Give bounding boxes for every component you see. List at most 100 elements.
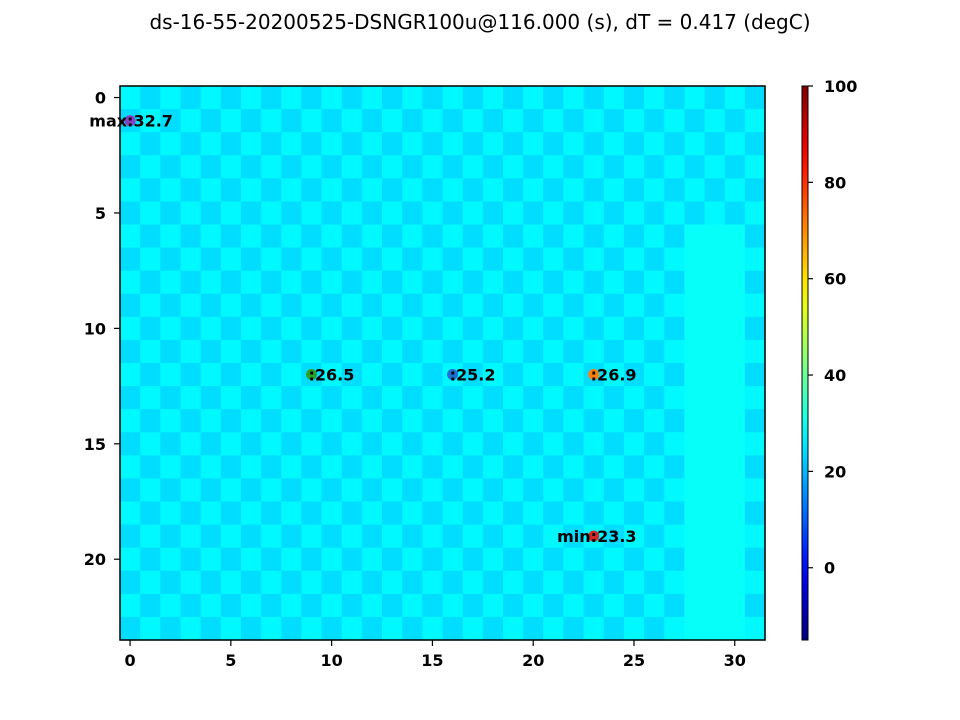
heatmap-cell	[623, 155, 645, 179]
heatmap-cell	[160, 409, 182, 433]
heatmap-cell	[462, 316, 484, 341]
heatmap-cell	[664, 455, 685, 480]
heatmap-cell	[704, 293, 726, 318]
heatmap-cell	[664, 201, 685, 226]
heatmap-cell	[240, 547, 262, 572]
heatmap-cell	[422, 432, 444, 456]
heatmap-cell	[462, 593, 484, 618]
heatmap-cell	[140, 293, 161, 318]
heatmap-cell	[261, 409, 282, 433]
heatmap-cell	[281, 547, 303, 572]
heatmap-cell	[341, 293, 363, 318]
heatmap-cell	[361, 547, 383, 572]
heatmap-cell	[321, 109, 343, 133]
heatmap-cell	[563, 316, 585, 341]
heatmap-cell	[422, 270, 444, 295]
heatmap-cell	[684, 478, 706, 503]
heatmap-cell	[482, 247, 504, 272]
heatmap-cell	[240, 524, 262, 549]
heatmap-cell	[422, 201, 444, 226]
heatmap-cell	[361, 455, 383, 480]
heatmap-cell	[523, 178, 544, 203]
heatmap-cell	[563, 224, 585, 249]
heatmap-cell	[664, 132, 685, 156]
heatmap-cell	[240, 316, 262, 341]
heatmap-cell	[664, 178, 685, 203]
heatmap-cell	[543, 293, 565, 318]
heatmap-cell	[482, 593, 504, 618]
heatmap-cell	[382, 247, 403, 272]
heatmap-cell	[523, 547, 544, 572]
heatmap-cell	[704, 201, 726, 226]
heatmap-cell	[644, 132, 665, 156]
heatmap-cell	[684, 524, 706, 549]
heatmap-cell	[140, 616, 161, 641]
heatmap-cell	[623, 201, 645, 226]
heatmap-cell	[482, 501, 504, 526]
heatmap-cell	[402, 224, 423, 249]
heatmap-cell	[261, 616, 282, 641]
heatmap-cell	[261, 86, 282, 110]
heatmap-cell	[543, 339, 565, 364]
heatmap-cell	[502, 501, 524, 526]
heatmap-cell	[140, 132, 161, 156]
heatmap-cell	[744, 178, 766, 203]
heatmap-cell	[220, 547, 242, 572]
heatmap-cell	[301, 155, 323, 179]
heatmap-cell	[261, 178, 282, 203]
heatmap-cell	[200, 316, 222, 341]
heatmap-cell	[523, 86, 544, 110]
heatmap-cell	[664, 409, 685, 433]
heatmap-cell	[261, 432, 282, 456]
heatmap-cell	[120, 455, 141, 480]
heatmap-cell	[180, 293, 202, 318]
x-tick-label: 20	[522, 651, 544, 670]
heatmap-cell	[220, 501, 242, 526]
heatmap-cell	[563, 409, 585, 433]
heatmap-cell	[744, 363, 766, 387]
heatmap-cell	[160, 547, 182, 572]
heatmap-cell	[200, 270, 222, 295]
heatmap-cell	[603, 86, 625, 110]
heatmap-cell	[583, 293, 605, 318]
heatmap-cell	[563, 386, 585, 410]
heatmap-cell	[623, 293, 645, 318]
heatmap-cell	[603, 155, 625, 179]
heatmap-cell	[603, 570, 625, 595]
heatmap-cell	[402, 524, 423, 549]
heatmap-cell	[361, 178, 383, 203]
heatmap-cell	[523, 524, 544, 549]
heatmap-cell	[442, 478, 464, 503]
heatmap-cell	[704, 524, 726, 549]
heatmap-cell	[240, 363, 262, 387]
heatmap-cell	[462, 247, 484, 272]
heatmap-cell	[402, 478, 423, 503]
heatmap-cell	[281, 455, 303, 480]
heatmap-cell	[140, 570, 161, 595]
heatmap-cell	[180, 109, 202, 133]
heatmap-cell	[664, 547, 685, 572]
heatmap-cell	[462, 616, 484, 641]
heatmap-cell	[140, 524, 161, 549]
heatmap-cell	[523, 501, 544, 526]
heatmap-cell	[482, 409, 504, 433]
heatmap-cell	[341, 132, 363, 156]
heatmap-cell	[402, 178, 423, 203]
heatmap-cell	[704, 478, 726, 503]
heatmap-cell	[261, 270, 282, 295]
heatmap-cell	[361, 409, 383, 433]
heatmap-cell	[543, 547, 565, 572]
heatmap-cell	[402, 270, 423, 295]
heatmap-cell	[140, 316, 161, 341]
heatmap-cell	[382, 455, 403, 480]
heatmap-cell	[664, 432, 685, 456]
heatmap-cell	[603, 593, 625, 618]
heatmap-cell	[704, 339, 726, 364]
heatmap-cell	[442, 247, 464, 272]
heatmap-cell	[482, 432, 504, 456]
heatmap-cell	[482, 386, 504, 410]
colorbar-tick-label: 60	[824, 270, 846, 289]
heatmap-cell	[462, 432, 484, 456]
heatmap-cell	[422, 316, 444, 341]
heatmap-cell	[140, 593, 161, 618]
